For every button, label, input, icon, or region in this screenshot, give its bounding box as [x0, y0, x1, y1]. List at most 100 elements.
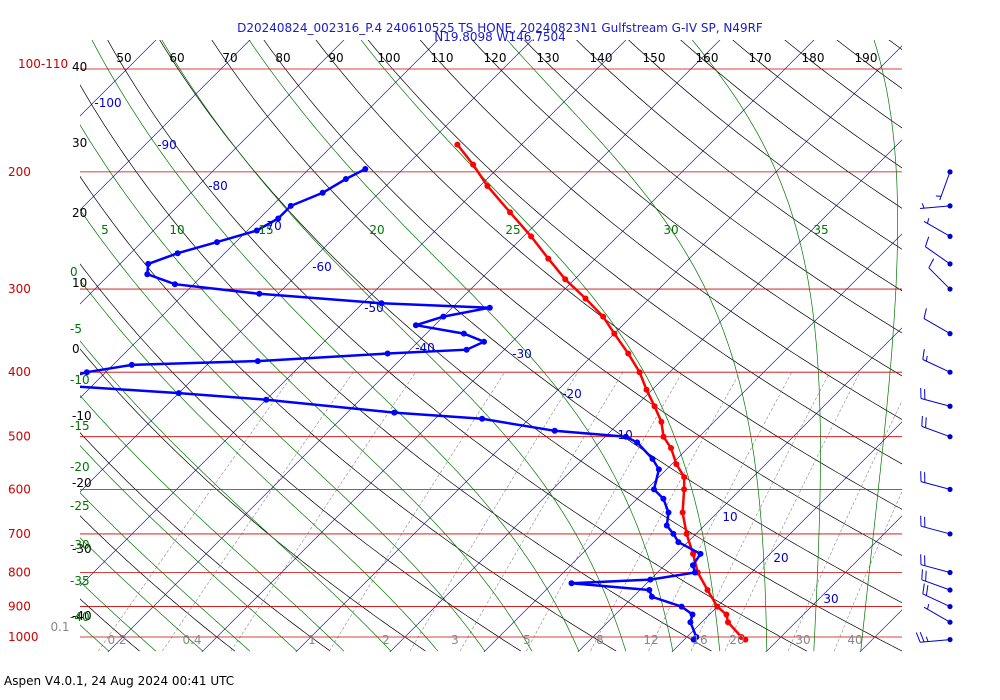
dry-adiabat-line [80, 175, 617, 652]
dry-adiabat-line [80, 598, 140, 652]
diagram-grid [80, 0, 1000, 652]
temperature-trace-point [660, 433, 667, 440]
wind-barb-flag [925, 585, 929, 596]
wind-barb-flag [923, 308, 927, 319]
dewpoint-trace-point [551, 427, 558, 434]
moist-adiabat-line [80, 394, 345, 652]
dewpoint-trace-point [440, 313, 447, 320]
temperature-trace-point [681, 486, 688, 493]
isotherm-label: -70 [262, 219, 282, 233]
moist-adiabat-label: -25 [70, 499, 90, 513]
isotherm-line [80, 40, 345, 305]
dry-adiabat-line [784, 40, 902, 129]
dry-adiabat-line [211, 40, 902, 604]
dewpoint-trace-point [412, 322, 419, 329]
dry-adiabat-line [80, 432, 331, 652]
pressure-tick-label: 500 [8, 430, 31, 444]
isotherm-label: -20 [562, 387, 582, 401]
wind-barb-staff [920, 525, 951, 535]
isotherm-label: -40 [415, 341, 435, 355]
dewpoint-trace [80, 167, 703, 641]
dewpoint-trace-point [481, 338, 487, 345]
dewpoint-trace-point [83, 369, 90, 376]
pressure-tick-label: 400 [8, 365, 31, 379]
wind-barb-staff [922, 359, 951, 373]
isotherm-line [80, 40, 439, 399]
dry-adiabat-label: 0 [72, 342, 80, 356]
temperature-trace-point [454, 141, 461, 148]
top-axis-tick-label: 70 [222, 51, 237, 65]
wind-barb-flag [921, 569, 923, 580]
moist-adiabat-line [80, 537, 204, 652]
temperature-trace-point [690, 550, 696, 557]
mixing-ratio-label: 0.2 [107, 633, 126, 647]
moist-adiabat-line [506, 40, 768, 652]
temperature-trace-point [725, 619, 731, 626]
top-axis-tick-label: 160 [696, 51, 719, 65]
moist-adiabat-line [691, 40, 821, 652]
top-axis-tick-label: 130 [537, 51, 560, 65]
isotherm-line [577, 327, 902, 652]
dewpoint-trace-point [460, 330, 467, 337]
dewpoint-trace-point [622, 433, 629, 440]
dewpoint-trace-point [174, 250, 181, 257]
isotherm-label: 20 [773, 551, 788, 565]
top-axis-tick-label: 60 [169, 51, 184, 65]
dewpoint-trace-point [253, 227, 260, 234]
moist-adiabat-label: -40 [70, 610, 90, 624]
moist-adiabat-line [80, 581, 157, 652]
wind-barb-station [947, 619, 953, 625]
dewpoint-trace-point [214, 239, 220, 246]
dry-adiabat-line [80, 263, 521, 652]
mixing-ratio-line [459, 372, 624, 652]
dry-adiabat-label: -40 [72, 609, 92, 623]
pressure-tick-label: 300 [8, 282, 31, 296]
dewpoint-trace-point [319, 189, 326, 196]
temperature-trace-point [562, 276, 569, 283]
mixing-ratio-label: 2 [382, 633, 390, 647]
mixing-ratio-line [230, 372, 416, 652]
moist-adiabat-label: -5 [70, 322, 82, 336]
dry-adiabat-label: 10 [72, 276, 87, 290]
temperature-trace-point [738, 634, 745, 640]
mixing-ratio-label: 20 [729, 633, 744, 647]
temperature-trace-point [668, 445, 674, 451]
isotherm-label: -10 [613, 428, 633, 442]
isotherm-label: -90 [157, 138, 177, 152]
isotherm-line [80, 40, 533, 493]
temperature-trace-point [636, 369, 643, 376]
dewpoint-trace-point [655, 466, 662, 473]
dewpoint-trace-point [675, 539, 682, 546]
pressure-tick-label: 200 [8, 165, 31, 179]
wind-barb-staff [920, 564, 951, 573]
isotherm-label: -100 [94, 96, 121, 110]
dry-adiabat-line [80, 348, 426, 652]
dewpoint-trace-point [463, 346, 470, 353]
dry-adiabat-line [263, 40, 902, 556]
isotherm-label: -60 [312, 260, 332, 274]
mixing-ratio-label: 30 [795, 633, 810, 647]
dewpoint-trace-point [256, 290, 263, 297]
wind-barb-flag [928, 258, 935, 269]
temperature-trace-point [545, 255, 552, 262]
top-axis-tick-label: 90 [328, 51, 343, 65]
moist-adiabat-label: 30 [663, 223, 678, 237]
moist-adiabat-label: -20 [70, 460, 90, 474]
dry-adiabat-line [107, 40, 807, 652]
dewpoint-trace-point [128, 361, 135, 368]
pressure-tick-label: 1000 [8, 630, 39, 644]
dry-adiabat-line [419, 40, 902, 420]
isotherm-label: -30 [512, 347, 532, 361]
temperature-trace-point [673, 461, 680, 468]
dewpoint-trace-point [175, 390, 182, 397]
dewpoint-trace-point [171, 281, 178, 288]
dry-adiabat-label: 40 [72, 60, 87, 74]
wind-barb-flag [922, 349, 925, 360]
temperature-trace-point [714, 603, 721, 610]
wind-barb-half-flag [925, 355, 928, 362]
dry-adiabat-label: -30 [72, 542, 92, 556]
dry-adiabat-line [815, 0, 1000, 651]
mixing-ratio-label: 8 [596, 633, 604, 647]
dewpoint-trace-point [665, 509, 672, 516]
dry-adiabat-line [159, 40, 902, 652]
